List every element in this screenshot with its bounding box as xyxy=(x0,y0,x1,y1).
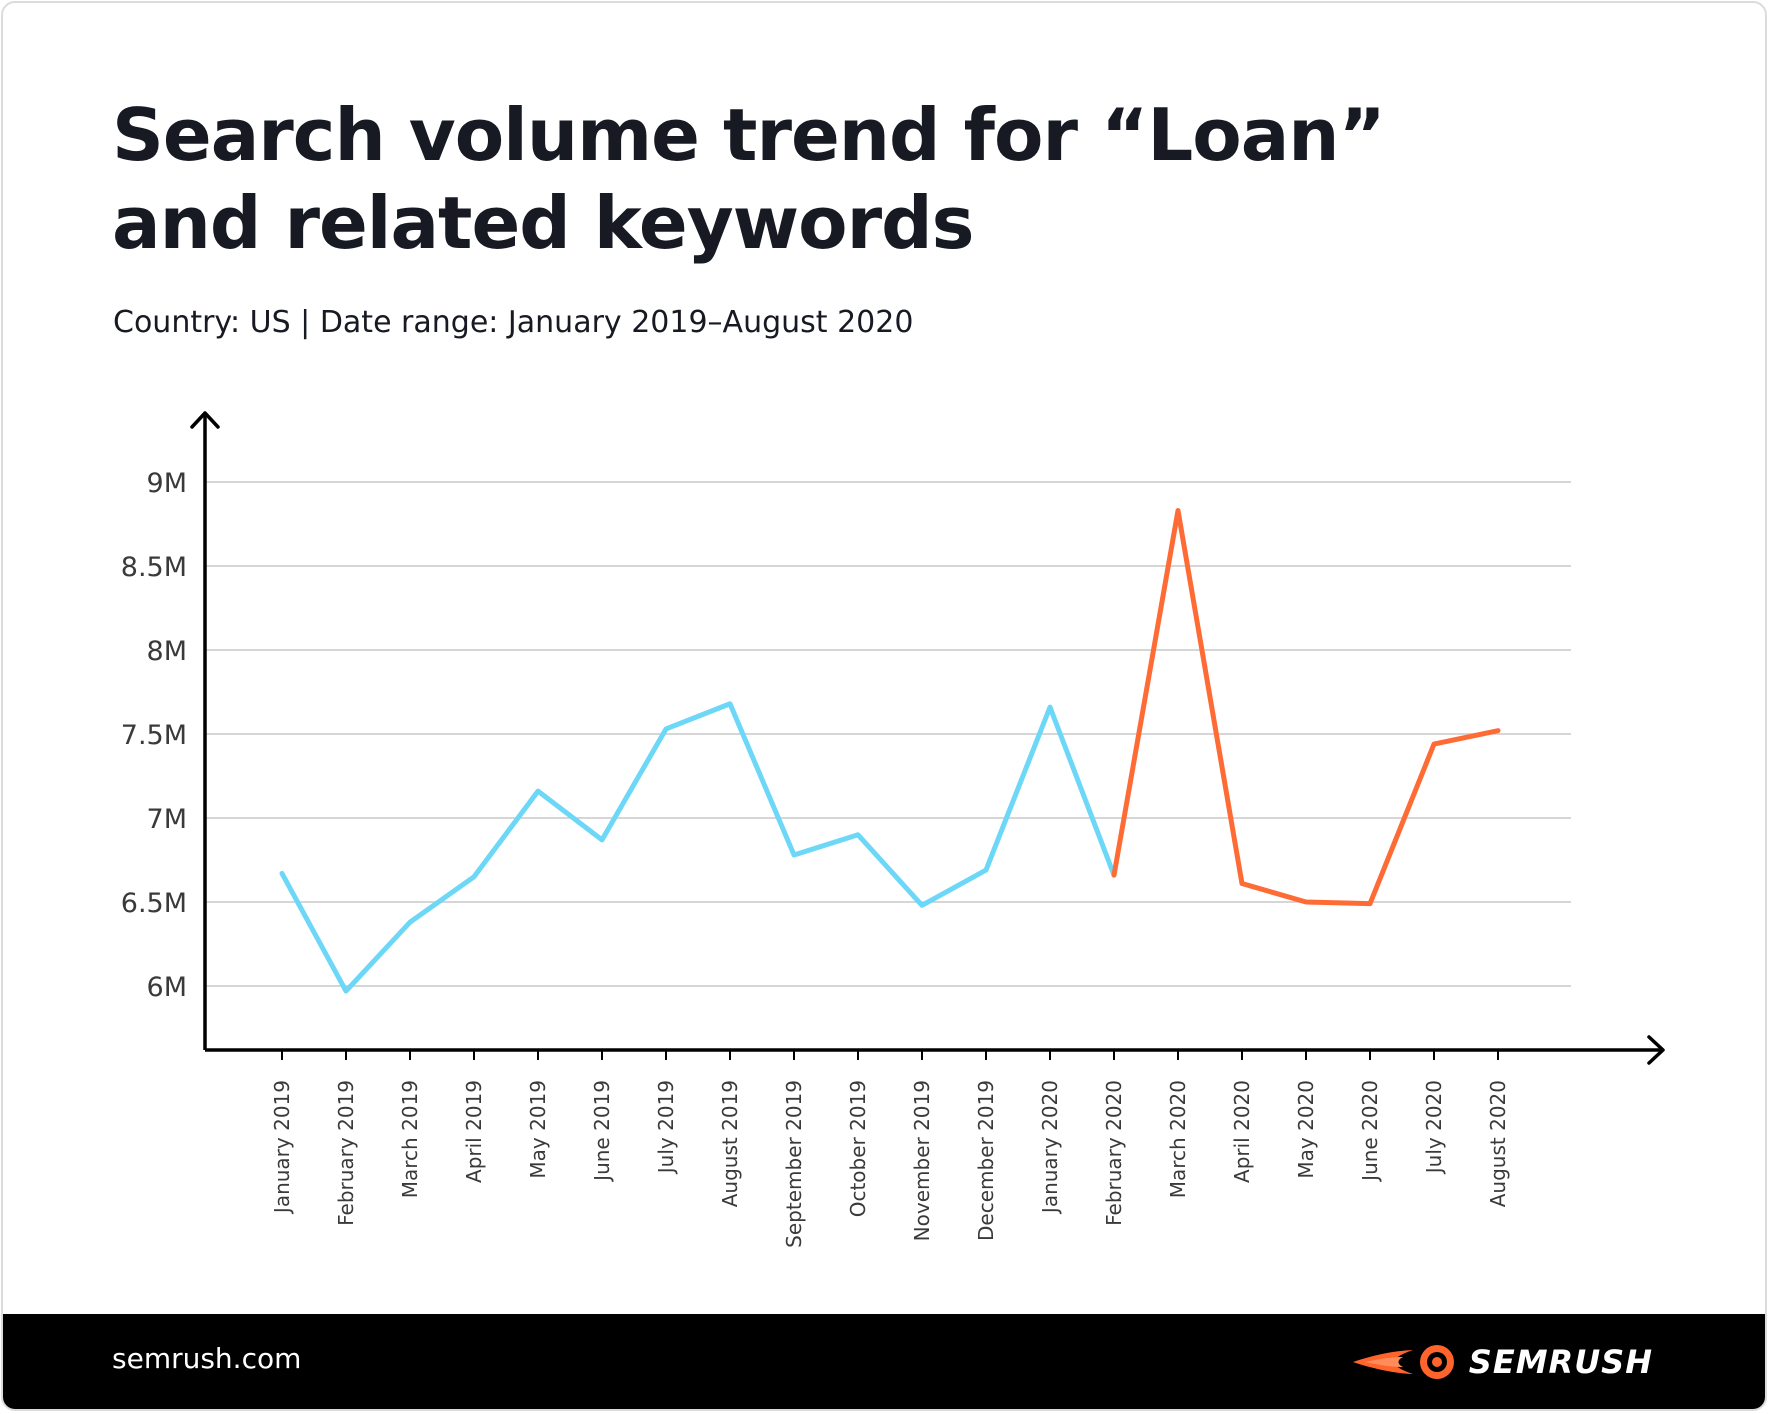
chart-title: Search volume trend for “Loan” and relat… xyxy=(112,91,1386,267)
x-tick-label: March 2020 xyxy=(1166,1080,1190,1198)
semrush-fire-icon xyxy=(1352,1345,1454,1379)
y-axis-arrow xyxy=(190,411,220,429)
y-tick-label: 8M xyxy=(147,636,187,667)
footer-bar: semrush.com SEMRUSH xyxy=(3,1314,1765,1409)
y-tick-label: 6.5M xyxy=(121,888,187,919)
brand-name: SEMRUSH xyxy=(1468,1343,1653,1381)
series-line xyxy=(1111,508,1501,907)
line-chart: 6M 6.5M 7M 7.5M 8M 8.5M 9M January 2019 February… xyxy=(121,411,1665,1248)
x-tick-label: May 2020 xyxy=(1294,1080,1318,1179)
y-tick-label: 7M xyxy=(147,804,187,835)
x-tick-label: December 2019 xyxy=(974,1080,998,1241)
chart-title-line-1: Search volume trend for “Loan” xyxy=(112,93,1386,177)
footer-url: semrush.com xyxy=(112,1342,302,1375)
y-tick-label: 7.5M xyxy=(121,720,187,751)
semrush-logo: SEMRUSH xyxy=(1351,1340,1653,1384)
x-tick-label: January 2020 xyxy=(1038,1080,1062,1215)
x-tick-label: April 2019 xyxy=(462,1080,486,1183)
x-tick-label: February 2019 xyxy=(334,1080,358,1226)
x-tick-label: January 2019 xyxy=(270,1080,294,1215)
x-tick-label: March 2019 xyxy=(398,1080,422,1198)
x-tick-label: October 2019 xyxy=(846,1080,870,1217)
x-tick-label: August 2019 xyxy=(718,1080,742,1207)
x-tick-label: June 2019 xyxy=(590,1080,614,1183)
y-tick-label: 8.5M xyxy=(121,552,187,583)
x-tick-label: August 2020 xyxy=(1486,1080,1510,1207)
x-tick-label: November 2019 xyxy=(910,1080,934,1241)
x-tick-label: June 2020 xyxy=(1358,1080,1382,1183)
x-tick-label: September 2019 xyxy=(782,1080,806,1248)
y-tick-label: 9M xyxy=(147,468,187,499)
x-tick-label: February 2020 xyxy=(1102,1080,1126,1226)
x-tick-label: July 2019 xyxy=(654,1080,678,1175)
x-tick-label: May 2019 xyxy=(526,1080,550,1179)
chart-title-line-2: and related keywords xyxy=(112,181,975,265)
chart-subtitle: Country: US | Date range: January 2019–A… xyxy=(113,305,914,340)
series-line xyxy=(279,701,1117,994)
x-axis-arrow xyxy=(1647,1035,1665,1065)
y-tick-label: 6M xyxy=(147,972,187,1003)
x-tick-label: July 2020 xyxy=(1422,1080,1446,1175)
x-tick-label: April 2020 xyxy=(1230,1080,1254,1183)
